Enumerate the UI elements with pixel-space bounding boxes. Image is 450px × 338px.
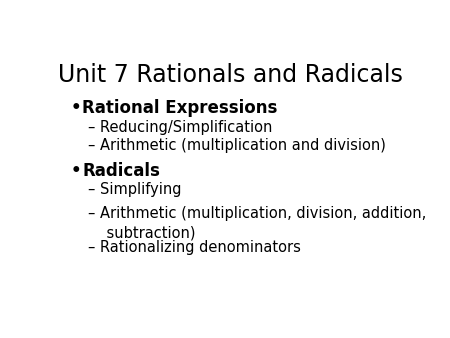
Text: •: • [70, 162, 81, 179]
Text: Radicals: Radicals [82, 162, 160, 179]
Text: – Reducing/Simplification: – Reducing/Simplification [88, 120, 272, 135]
Text: Rational Expressions: Rational Expressions [82, 99, 278, 117]
Text: •: • [70, 99, 81, 117]
Text: – Arithmetic (multiplication and division): – Arithmetic (multiplication and divisio… [88, 138, 386, 153]
Text: – Rationalizing denominators: – Rationalizing denominators [88, 240, 301, 255]
Text: – Simplifying: – Simplifying [88, 183, 181, 197]
Text: Unit 7 Rationals and Radicals: Unit 7 Rationals and Radicals [58, 63, 403, 87]
Text: – Arithmetic (multiplication, division, addition,
    subtraction): – Arithmetic (multiplication, division, … [88, 206, 426, 240]
